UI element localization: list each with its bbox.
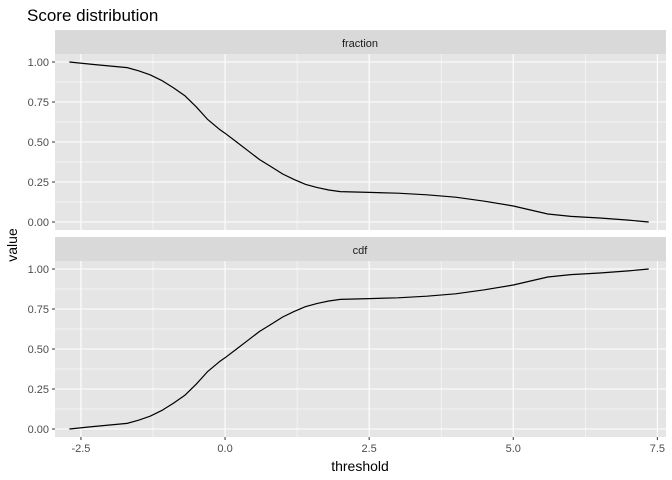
x-tick-label: 2.5 [361, 443, 376, 455]
y-tick-label: 0.25 [28, 177, 49, 189]
series-line-fraction [69, 61, 649, 223]
y-tick-label: 0.00 [28, 424, 49, 436]
y-tick-label: 0.50 [28, 344, 49, 356]
y-tick-label: 0.25 [28, 384, 49, 396]
y-tick-label: 0.00 [28, 217, 49, 229]
facet-strip-cdf [55, 237, 666, 261]
facet-label-fraction: fraction [342, 38, 378, 50]
y-tick-label: 1.00 [28, 264, 49, 276]
facet-strip-fraction [55, 30, 666, 54]
chart-title: Score distribution [27, 6, 158, 25]
y-tick-label: 0.75 [28, 304, 49, 316]
facet-panel-cdf: 0.00 0.25 0.50 0.75 1.00 [28, 261, 666, 437]
x-tick-label: -2.5 [71, 443, 90, 455]
facet-panel-fraction: 0.00 0.25 0.50 0.75 1.00 [28, 54, 666, 230]
series-line-cdf [69, 268, 649, 430]
y-tick-label: 0.50 [28, 137, 49, 149]
x-axis-title: threshold [331, 458, 389, 474]
y-tick-label: 1.00 [28, 57, 49, 69]
x-axis: -2.5 0.0 2.5 5.0 7.5 [71, 437, 665, 455]
x-tick-label: 7.5 [650, 443, 665, 455]
y-axis-title: value [4, 228, 20, 262]
x-tick-label: 0.0 [217, 443, 232, 455]
facet-label-cdf: cdf [353, 245, 369, 257]
y-tick-label: 0.75 [28, 97, 49, 109]
x-tick-label: 5.0 [506, 443, 521, 455]
